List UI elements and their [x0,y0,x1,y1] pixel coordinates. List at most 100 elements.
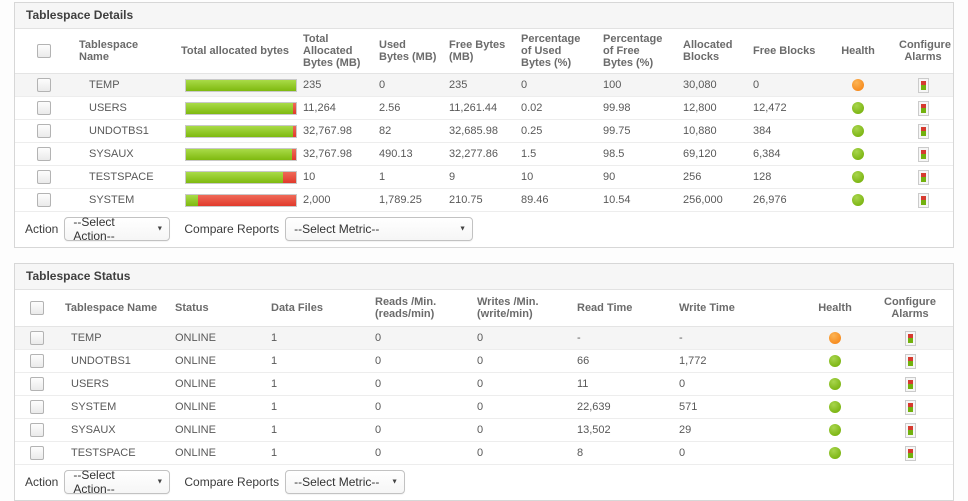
col-header-read-time: Read Time [571,290,673,327]
cell-free-blocks: 128 [747,165,823,189]
cell-free-bytes: 11,261.44 [443,96,515,120]
cell-reads-per-min: 0 [369,326,471,350]
cell-write-time: 29 [673,418,803,442]
action-select[interactable]: --Select Action-- ▼ [64,468,171,496]
cell-allocated-blocks: 256,000 [677,188,747,212]
cell-status: ONLINE [169,441,265,465]
cell-tablespace-name: SYSTEM [73,188,173,212]
table-row: USERS 11,264 2.56 11,261.44 0.02 99.98 1… [15,96,953,120]
action-label: Action [25,222,59,236]
cell-free-blocks: 26,976 [747,188,823,212]
cell-read-time: - [571,326,673,350]
row-checkbox[interactable] [37,193,51,208]
cell-free-blocks: 384 [747,119,823,143]
alarm-green-light [920,177,926,182]
configure-alarms-icon[interactable] [917,77,929,93]
cell-used-bytes: 0 [373,73,443,97]
cell-free-bytes: 210.75 [443,188,515,212]
alarm-red-light [907,402,913,408]
cell-used-bytes: 82 [373,119,443,143]
details-action-bar: Action --Select Action-- ▼ Compare Repor… [15,212,953,247]
table-row: TEMP 235 0 235 0 100 30,080 0 [15,73,953,97]
table-row: SYSAUX 32,767.98 490.13 32,277.86 1.5 98… [15,142,953,166]
cell-reads-per-min: 0 [369,441,471,465]
col-header-used-bytes: Used Bytes (MB) [373,29,443,74]
configure-alarms-icon[interactable] [917,100,929,116]
cell-pct-free: 100 [597,73,677,97]
cell-reads-per-min: 0 [369,372,471,396]
select-all-checkbox[interactable] [30,301,44,315]
col-header-total-allocated-bytes-bar: Total allocated bytes [173,29,297,74]
row-checkbox[interactable] [30,446,44,461]
cell-free-bytes: 32,277.86 [443,142,515,166]
cell-tablespace-name: TESTSPACE [73,165,173,189]
table-row: TESTSPACE ONLINE 1 0 0 8 0 [15,441,953,465]
cell-used-bytes: 1,789.25 [373,188,443,212]
action-select-value: --Select Action-- [73,215,115,243]
configure-alarms-icon[interactable] [904,353,916,369]
allocated-bytes-bar [185,101,297,115]
cell-tablespace-name: TESTSPACE [59,441,169,465]
health-status-icon [829,447,841,460]
cell-reads-per-min: 0 [369,418,471,442]
cell-tablespace-name: UNDOTBS1 [59,349,169,373]
cell-pct-used: 0.25 [515,119,597,143]
row-checkbox[interactable] [37,101,51,116]
alarm-red-light [907,448,913,454]
health-status-icon [829,355,841,368]
alarm-green-light [907,453,913,458]
compare-reports-label: Compare Reports [184,222,280,236]
row-checkbox[interactable] [30,331,44,346]
table-row: UNDOTBS1 32,767.98 82 32,685.98 0.25 99.… [15,119,953,143]
configure-alarms-icon[interactable] [904,376,916,392]
cell-tablespace-name: SYSAUX [59,418,169,442]
alarm-green-light [920,131,926,136]
used-bytes-bar-segment [292,125,296,137]
configure-alarms-icon[interactable] [904,422,916,438]
health-status-icon [852,171,864,184]
cell-status: ONLINE [169,395,265,419]
row-checkbox[interactable] [37,78,51,93]
cell-tablespace-name: UNDOTBS1 [73,119,173,143]
cell-writes-per-min: 0 [471,441,571,465]
cell-pct-used: 1.5 [515,142,597,166]
cell-read-time: 66 [571,349,673,373]
configure-alarms-icon[interactable] [904,330,916,346]
row-checkbox[interactable] [37,147,51,162]
cell-pct-free: 10.54 [597,188,677,212]
row-checkbox[interactable] [30,400,44,415]
compare-metric-select[interactable]: --Select Metric-- ▼ [285,217,474,241]
table-row: SYSTEM 2,000 1,789.25 210.75 89.46 10.54… [15,188,953,212]
caret-down-icon: ▼ [156,478,164,486]
col-header-writes-per-min: Writes /Min. (write/min) [471,290,571,327]
col-header-total-allocated-mb: Total Allocated Bytes (MB) [297,29,373,74]
table-row: UNDOTBS1 ONLINE 1 0 0 66 1,772 [15,349,953,373]
row-checkbox[interactable] [37,124,51,139]
col-header-allocated-blocks: Allocated Blocks [677,29,747,74]
cell-total-allocated-mb: 32,767.98 [297,142,373,166]
allocated-bytes-bar [185,147,297,161]
configure-alarms-icon[interactable] [917,123,929,139]
cell-write-time: 0 [673,441,803,465]
configure-alarms-icon[interactable] [917,169,929,185]
cell-free-bytes: 235 [443,73,515,97]
select-all-checkbox[interactable] [37,44,51,58]
health-status-icon [852,102,864,115]
configure-alarms-icon[interactable] [917,146,929,162]
cell-free-blocks: 6,384 [747,142,823,166]
cell-total-allocated-mb: 32,767.98 [297,119,373,143]
compare-metric-select[interactable]: --Select Metric-- ▼ [285,470,406,494]
action-select[interactable]: --Select Action-- ▼ [64,215,171,243]
cell-read-time: 13,502 [571,418,673,442]
configure-alarms-icon[interactable] [904,445,916,461]
free-bytes-bar-segment [186,171,283,183]
row-checkbox[interactable] [37,170,51,185]
table-row: SYSAUX ONLINE 1 0 0 13,502 29 [15,418,953,442]
row-checkbox[interactable] [30,377,44,392]
configure-alarms-icon[interactable] [917,192,929,208]
row-checkbox[interactable] [30,423,44,438]
row-checkbox[interactable] [30,354,44,369]
caret-down-icon: ▼ [391,478,399,486]
configure-alarms-icon[interactable] [904,399,916,415]
